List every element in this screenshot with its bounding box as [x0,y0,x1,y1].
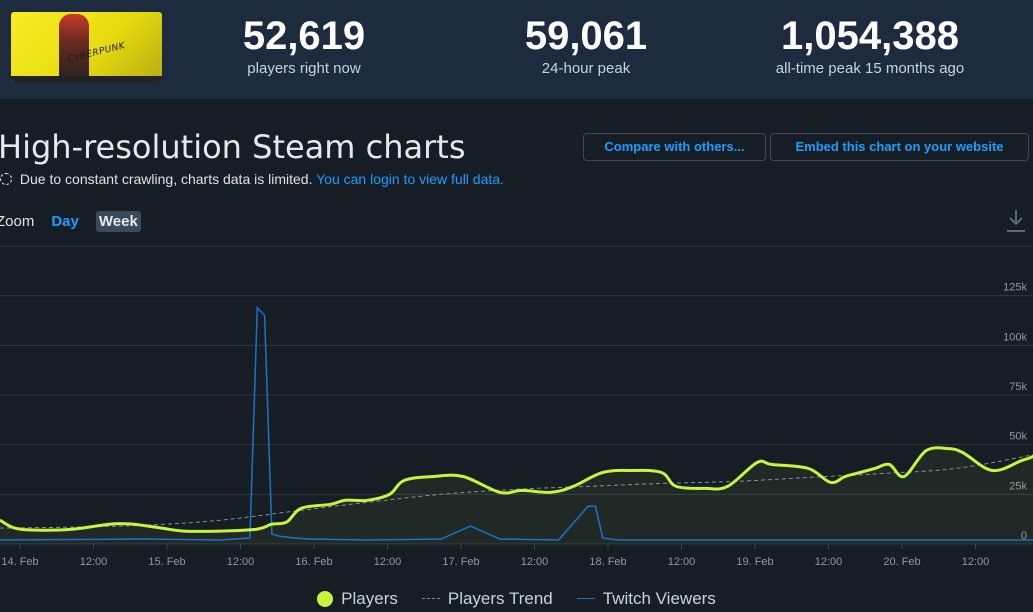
legend-label: Twitch Viewers [602,588,716,608]
stat-label: 24-hour peak [541,60,631,77]
x-tick-label: 12:00 [374,556,402,568]
zoom-day-button[interactable]: Day [51,212,79,230]
twitch-viewers-line [0,305,1033,541]
players-trend-line [0,454,1033,529]
stat-all-time-peak: 1,054,388 all-time peak 15 months ago [740,14,1000,80]
y-tick-label: 100k [1003,331,1027,343]
x-tick-label: 14. Feb [1,556,38,568]
legend-players[interactable]: Players [317,589,398,609]
y-tick-label: 125k [1003,282,1027,294]
x-tick-label: 12:00 [962,556,990,568]
x-tick-label: 12:00 [668,556,696,568]
notice-text: Due to constant crawling, charts data is… [19,171,313,187]
y-tick-label: 0 [1021,530,1027,542]
y-tick-label: 50k [1009,431,1027,443]
legend-label: Players [341,588,398,608]
legend-trend-marker [421,598,440,599]
x-tick-label: 19. Feb [736,556,773,568]
stat-value: 52,619 [242,14,366,58]
capsule-bar [11,76,162,82]
players-chart: 0 25k 50k 75k 100k 125k 14. Feb 12:00 15. Feb 12… [0,245,1033,568]
spinner-icon [0,173,12,185]
x-tick-labels: 14. Feb 12:00 15. Feb 12:00 16. Feb 12:00 17. … [1,544,989,568]
zoom-label: Zoom [0,212,35,230]
character-figure [59,14,89,82]
game-capsule-image[interactable]: CYBERPUNK [11,12,162,82]
y-tick-label: 25k [1009,480,1027,492]
chart-legend: Players Players Trend Twitch Viewers [0,585,1033,612]
legend-players-trend[interactable]: Players Trend [421,588,553,609]
data-limit-notice: Due to constant crawling, charts data is… [0,171,504,187]
y-tick-label: 75k [1009,381,1027,393]
players-area [0,447,1033,544]
x-tick-label: 12:00 [815,556,843,568]
x-tick-label: 20. Feb [883,556,920,568]
download-icon[interactable] [1004,208,1028,234]
x-tick-label: 15. Feb [148,556,185,568]
grid-lines [0,245,1033,545]
legend-label: Players Trend [447,588,553,608]
stat-24h-peak: 59,061 24-hour peak [486,14,686,80]
page-title: High-resolution Steam charts [0,128,466,166]
zoom-controls: Zoom Day Week [0,209,155,233]
x-tick-label: 16. Feb [295,556,332,568]
x-tick-label: 12:00 [521,556,549,568]
players-line [0,446,1033,533]
x-tick-label: 18. Feb [589,556,626,568]
stat-value: 59,061 [524,14,648,58]
y-tick-labels: 0 25k 50k 75k 100k 125k [1003,282,1027,542]
legend-twitch-viewers[interactable]: Twitch Viewers [576,588,716,609]
x-tick-label: 12:00 [80,556,108,568]
x-tick-label: 12:00 [227,556,255,568]
legend-players-marker [317,590,334,607]
stats-header: CYBERPUNK 52,619 players right now 59,06… [0,0,1033,99]
stat-label: all-time peak 15 months ago [775,60,965,77]
legend-twitch-marker [576,598,595,599]
login-link[interactable]: You can login to view full data. [316,171,504,187]
zoom-week-button[interactable]: Week [95,210,141,232]
x-tick-label: 17. Feb [442,556,479,568]
stat-label: players right now [247,60,361,77]
stat-value: 1,054,388 [781,14,959,58]
embed-button[interactable]: Embed this chart on your website [770,133,1029,161]
stat-players-now: 52,619 players right now [204,14,404,80]
compare-button[interactable]: Compare with others... [583,133,766,161]
